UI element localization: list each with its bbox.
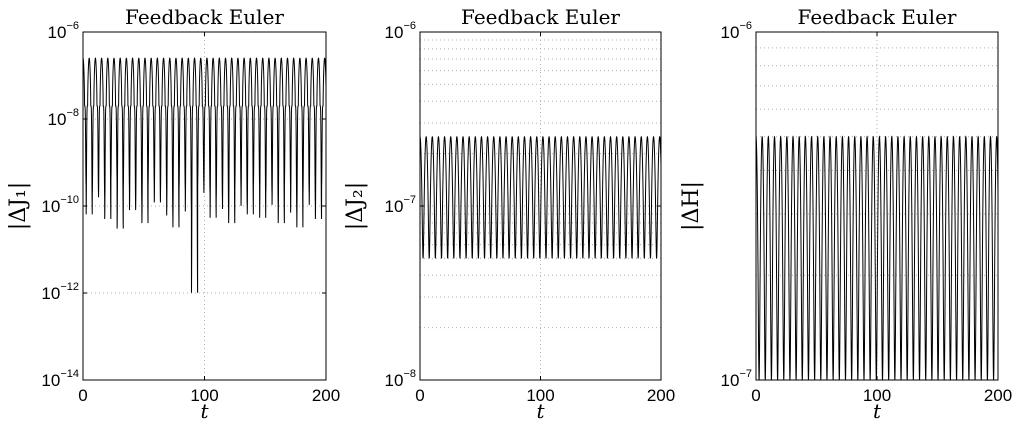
y-tick-exponent: −10 — [60, 194, 79, 206]
y-axis-label: |ΔJ₁| — [6, 182, 31, 230]
y-tick-label: 10−6 — [385, 20, 416, 42]
y-tick-base: 10 — [41, 371, 60, 390]
x-tick-label: 200 — [984, 386, 1012, 405]
y-tick-label: 10−14 — [41, 368, 79, 390]
x-tick-label: 200 — [647, 386, 675, 405]
y-tick-exponent: −8 — [66, 107, 79, 119]
chart-title: Feedback Euler — [798, 5, 957, 29]
y-tick-label: 10−7 — [721, 368, 752, 390]
x-axis-label: t — [873, 399, 882, 423]
x-tick-label: 100 — [863, 386, 891, 405]
y-tick-base: 10 — [385, 197, 404, 216]
series-line-delta-j2 — [419, 135, 662, 259]
y-tick-label: 10−10 — [41, 194, 79, 216]
chart-title: Feedback Euler — [125, 5, 284, 29]
y-axis-label: |ΔH| — [679, 181, 704, 231]
y-tick-label: 10−7 — [385, 194, 416, 216]
y-tick-label: 10−8 — [385, 368, 416, 390]
x-tick-label: 100 — [526, 386, 554, 405]
y-tick-label: 10−6 — [48, 20, 79, 42]
y-axis-label: |ΔJ₂| — [343, 182, 368, 230]
x-tick-label: 0 — [415, 386, 424, 405]
y-tick-base: 10 — [48, 23, 67, 42]
y-tick-base: 10 — [721, 371, 740, 390]
y-tick-exponent: −6 — [739, 20, 752, 32]
y-tick-exponent: −12 — [60, 281, 79, 293]
x-tick-label: 100 — [190, 386, 218, 405]
y-tick-label: 10−6 — [721, 20, 752, 42]
y-tick-base: 10 — [721, 23, 740, 42]
y-tick-exponent: −7 — [739, 368, 752, 380]
chart-title: Feedback Euler — [461, 5, 620, 29]
x-axis-label: t — [200, 399, 209, 423]
y-tick-base: 10 — [385, 371, 404, 390]
series-line-delta-j1 — [82, 57, 327, 293]
y-tick-label: 10−8 — [48, 107, 79, 129]
y-tick-base: 10 — [41, 197, 60, 216]
y-tick-base: 10 — [48, 110, 67, 129]
x-tick-label: 0 — [751, 386, 760, 405]
y-tick-label: 10−12 — [41, 281, 79, 303]
series-line-delta-h — [755, 135, 999, 381]
y-tick-exponent: −8 — [403, 368, 416, 380]
y-tick-exponent: −6 — [403, 20, 416, 32]
y-tick-exponent: −7 — [403, 194, 416, 206]
x-axis-label: t — [536, 399, 545, 423]
y-tick-exponent: −14 — [60, 368, 79, 380]
x-tick-label: 200 — [312, 386, 340, 405]
y-tick-exponent: −6 — [66, 20, 79, 32]
x-tick-label: 0 — [78, 386, 87, 405]
y-tick-base: 10 — [385, 23, 404, 42]
y-tick-base: 10 — [41, 284, 60, 303]
